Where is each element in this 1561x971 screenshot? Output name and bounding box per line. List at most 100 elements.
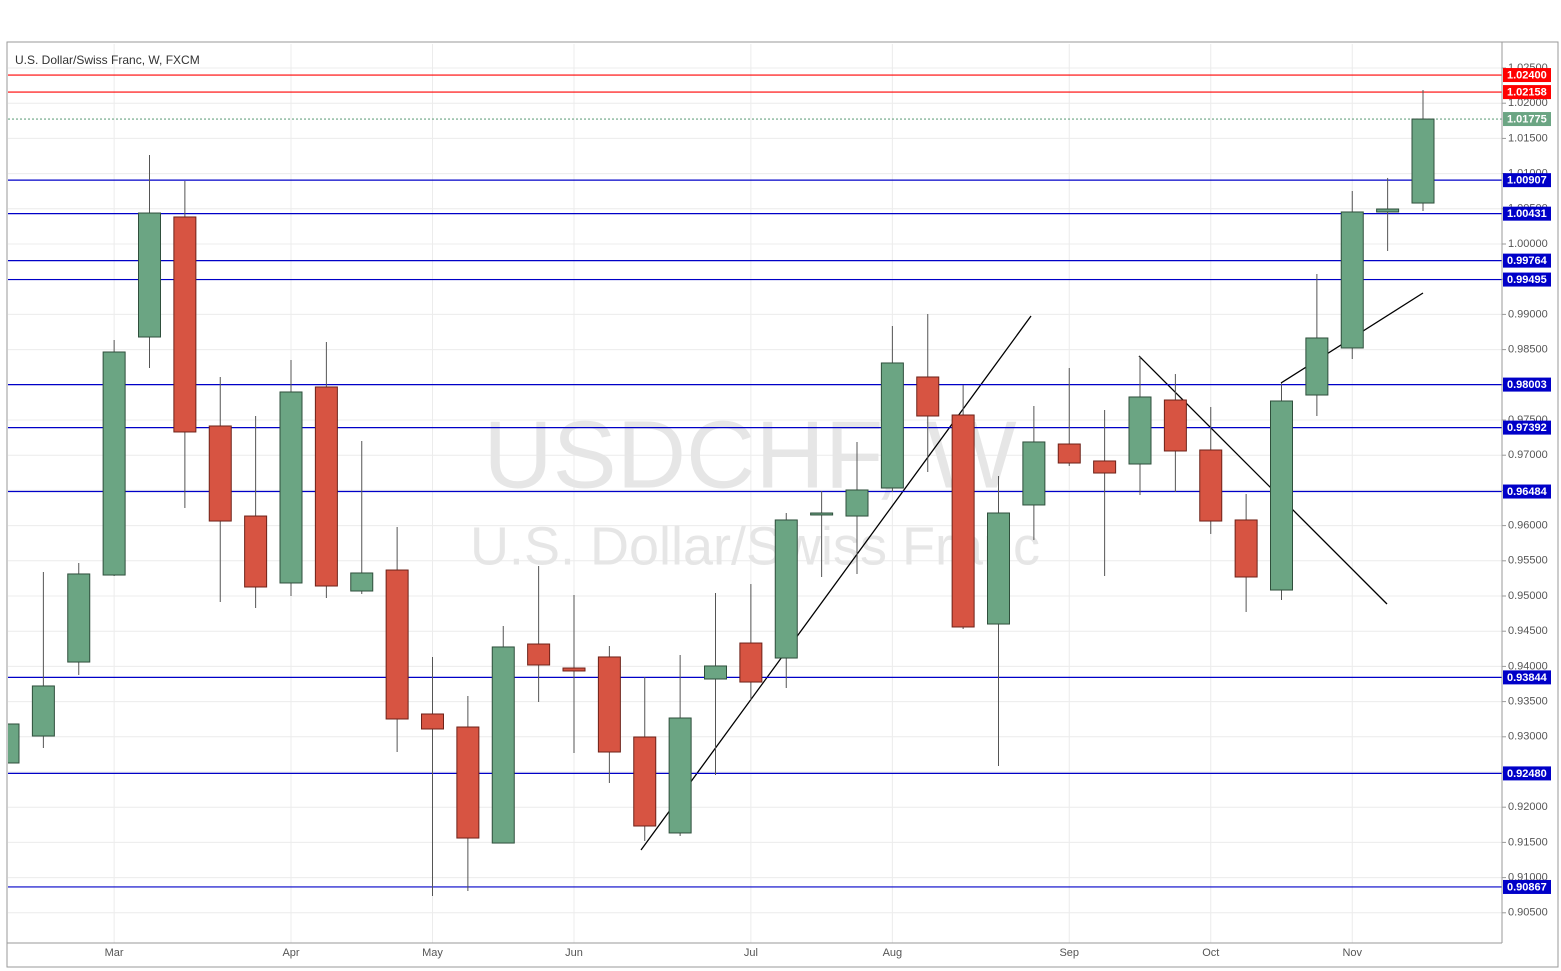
x-tick-label: Mar	[105, 947, 124, 959]
level-label-box	[1503, 766, 1551, 781]
candle-body	[138, 212, 161, 338]
x-tick-label: Aug	[883, 947, 903, 959]
y-tick-label: 1.02000	[1508, 97, 1548, 109]
level-label-box	[1503, 253, 1551, 268]
level-label-box	[1503, 670, 1551, 685]
candle-body	[244, 515, 268, 588]
candle-body	[597, 656, 621, 753]
candle-body	[1163, 399, 1187, 452]
candle-body	[880, 362, 904, 489]
candle-body	[1128, 396, 1152, 465]
candle-body	[774, 519, 798, 659]
level-label: 0.93844	[1507, 672, 1548, 684]
candle-body	[208, 425, 232, 522]
level-label-box	[1503, 68, 1551, 83]
candle-body	[173, 216, 197, 433]
candle-body	[491, 646, 515, 844]
x-tick-label: Sep	[1059, 947, 1079, 959]
level-label-box	[1503, 206, 1551, 221]
watermark-subtitle: U.S. Dollar/Swiss Franc	[470, 516, 1040, 576]
level-label: 0.90867	[1507, 881, 1547, 893]
level-label: 0.99495	[1507, 274, 1547, 286]
candle-body	[562, 667, 586, 672]
candle-body	[916, 376, 940, 417]
candle-body	[279, 391, 303, 584]
y-tick-label: 0.92000	[1508, 801, 1548, 813]
y-tick-label: 0.94500	[1508, 625, 1548, 637]
level-label-box	[1503, 112, 1551, 127]
candle-body	[1305, 337, 1329, 396]
y-tick-label: 1.00000	[1508, 238, 1548, 250]
candle-body	[385, 569, 409, 720]
y-tick-label: 0.95500	[1508, 555, 1548, 567]
candle-body	[1057, 443, 1081, 464]
level-label: 0.96484	[1507, 486, 1548, 498]
candle-body	[1022, 441, 1046, 506]
y-tick-label: 0.94000	[1508, 660, 1548, 672]
candle-body	[1270, 400, 1293, 591]
chart-title: U.S. Dollar/Swiss Franc, W, FXCM	[15, 53, 200, 67]
level-label: 1.00907	[1507, 175, 1547, 187]
y-tick-label: 0.91500	[1508, 836, 1548, 848]
candle-body	[1199, 449, 1223, 522]
y-tick-label: 0.95000	[1508, 590, 1548, 602]
level-label-box	[1503, 879, 1551, 894]
x-tick-label: Oct	[1202, 947, 1219, 959]
candle-body	[1376, 208, 1400, 213]
level-label-box	[1503, 420, 1551, 435]
candle-body	[1093, 460, 1117, 474]
x-tick-label: Jul	[744, 947, 758, 959]
candle-body	[1411, 118, 1435, 204]
level-label: 0.98003	[1507, 379, 1547, 391]
level-label-box	[1503, 377, 1551, 392]
candle-body	[987, 512, 1010, 625]
candle-body	[421, 713, 444, 730]
candle-body	[456, 726, 480, 839]
watermark: USDCHF, W	[483, 401, 1017, 508]
level-label: 1.02400	[1507, 69, 1547, 81]
candle-body	[8, 723, 20, 764]
y-tick-label: 0.99000	[1508, 308, 1548, 320]
level-label-box	[1503, 173, 1551, 188]
candle-body	[633, 736, 657, 827]
candle-body	[810, 512, 834, 516]
chart-frame	[6, 41, 1559, 968]
candle-body	[668, 717, 692, 834]
trend-line	[1138, 355, 1388, 605]
level-label: 0.92480	[1507, 768, 1547, 780]
y-tick-label: 1.01500	[1508, 132, 1548, 144]
y-tick-label: 0.93000	[1508, 731, 1548, 743]
candle-body	[739, 642, 763, 683]
x-tick-label: Nov	[1342, 947, 1362, 959]
y-tick-label: 0.93500	[1508, 696, 1548, 708]
candle-body	[102, 351, 126, 576]
x-tick-label: Jun	[565, 947, 583, 959]
level-label: 0.97392	[1507, 422, 1547, 434]
candle-body	[350, 572, 374, 592]
y-tick-label: 0.90500	[1508, 907, 1548, 919]
level-label-box	[1503, 484, 1551, 499]
x-tick-label: Apr	[282, 947, 299, 959]
candle-body	[1234, 519, 1258, 578]
candle-body	[314, 386, 338, 587]
level-label-box	[1503, 272, 1551, 287]
level-label: 0.99764	[1507, 255, 1548, 267]
level-label: 1.02158	[1507, 86, 1547, 98]
level-label: 1.00431	[1507, 208, 1547, 220]
candle-body	[1340, 211, 1364, 349]
candle-body	[527, 643, 551, 666]
trend-line	[640, 315, 1032, 851]
y-tick-label: 0.98500	[1508, 344, 1548, 356]
candle-body	[704, 665, 727, 680]
candle-body	[67, 573, 91, 663]
level-label: 1.01775	[1507, 113, 1547, 125]
candle-body	[951, 414, 975, 628]
candle-body	[845, 489, 869, 517]
x-tick-label: May	[422, 947, 443, 959]
candle-body	[31, 685, 55, 737]
y-tick-label: 0.97000	[1508, 449, 1548, 461]
y-tick-label: 0.96000	[1508, 520, 1548, 532]
level-label-box	[1503, 85, 1551, 100]
